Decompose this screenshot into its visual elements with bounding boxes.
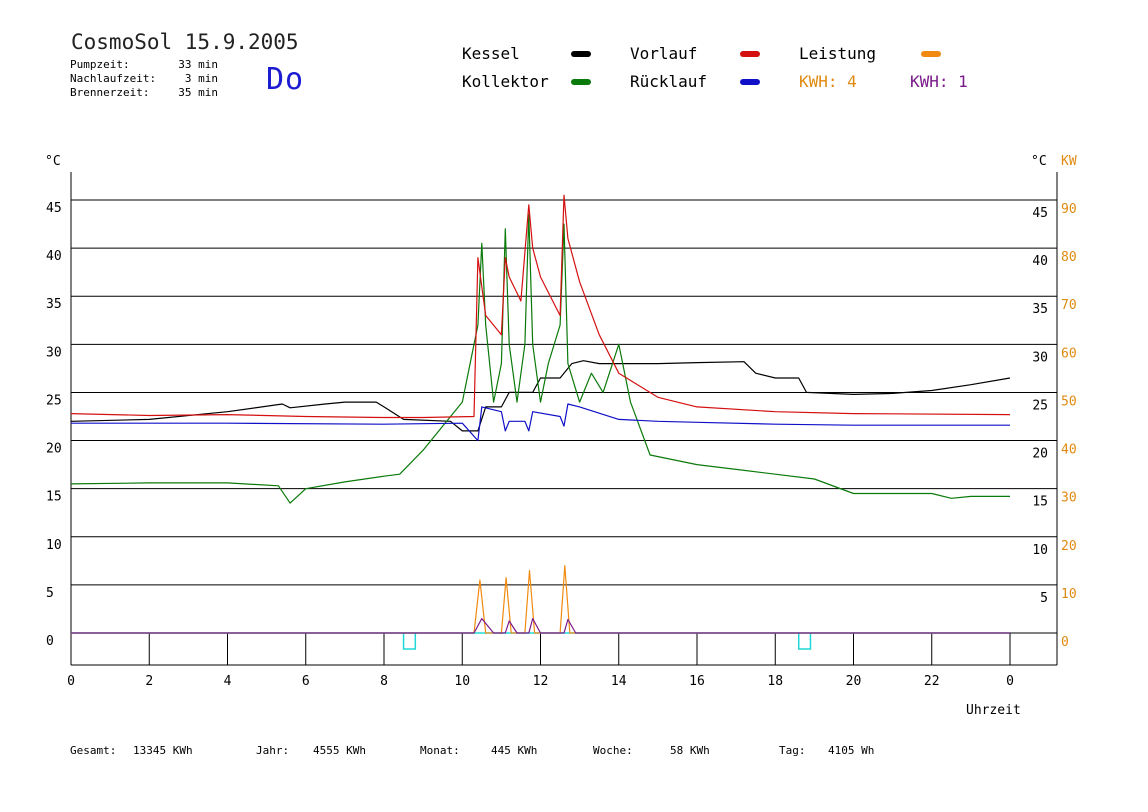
info-nachlaufzeit: Nachlaufzeit: 3 min bbox=[70, 72, 218, 86]
info-label: Brennerzeit: bbox=[70, 86, 150, 99]
left-tick-label: 30 bbox=[46, 345, 62, 360]
legend-leistung-swatch bbox=[921, 51, 941, 57]
x-tick-label: 14 bbox=[611, 674, 627, 689]
footer-tag-value: 4105 Wh bbox=[828, 744, 875, 757]
left-tick-label: 20 bbox=[46, 442, 62, 457]
legend-kessel-label: Kessel bbox=[462, 44, 520, 63]
x-tick-label: 8 bbox=[380, 674, 388, 689]
legend-vorlauf-label: Vorlauf bbox=[630, 44, 698, 63]
x-tick-label: 10 bbox=[454, 674, 470, 689]
info-brennerzeit: Brennerzeit: 35 min bbox=[70, 86, 218, 100]
legend-kollektor-label: Kollektor bbox=[462, 72, 549, 91]
right-tick-label: 15 bbox=[1032, 495, 1048, 510]
info-label: Nachlaufzeit: bbox=[70, 72, 157, 85]
footer-monat-value: 445 KWh bbox=[491, 744, 538, 757]
legend-ruecklauf-swatch bbox=[740, 79, 760, 85]
right-unit-label: °C bbox=[1031, 154, 1047, 169]
info-value: 3 min bbox=[184, 72, 218, 85]
kw-tick-label: 70 bbox=[1061, 298, 1077, 313]
info-pumpzeit: Pumpzeit: 33 min bbox=[70, 58, 218, 72]
legend-ruecklauf-label: Rücklauf bbox=[630, 72, 708, 91]
pump-marker bbox=[402, 633, 417, 650]
x-axis-label: Uhrzeit bbox=[966, 703, 1021, 718]
footer-gesamt-value: 13345 KWh bbox=[133, 744, 193, 757]
x-tick-label: 20 bbox=[846, 674, 862, 689]
x-tick-label: 0 bbox=[1006, 674, 1014, 689]
grid-lines bbox=[70, 172, 1058, 666]
x-tick-label: 4 bbox=[224, 674, 232, 689]
kw-tick-label: 80 bbox=[1061, 250, 1077, 265]
kw-tick-label: 20 bbox=[1061, 539, 1077, 554]
left-tick-label: 0 bbox=[46, 634, 54, 649]
axis-labels: °C °C KW4540353025201510504540353025201510… bbox=[45, 154, 1077, 718]
kw-tick-label: 90 bbox=[1061, 202, 1077, 217]
footer-monat-label: Monat: bbox=[420, 744, 460, 757]
info-value: 35 min bbox=[178, 86, 218, 99]
left-tick-label: 40 bbox=[46, 249, 62, 264]
kw-tick-label: 30 bbox=[1061, 491, 1077, 506]
footer-gesamt-label: Gesamt: bbox=[70, 744, 117, 757]
x-tick-label: 16 bbox=[689, 674, 705, 689]
x-tick-label: 6 bbox=[302, 674, 310, 689]
right-tick-label: 25 bbox=[1032, 398, 1048, 413]
legend-leistung-label: Leistung bbox=[799, 44, 877, 63]
footer-woche-label: Woche: bbox=[593, 744, 633, 757]
right-tick-label: 45 bbox=[1032, 206, 1048, 221]
kw-tick-label: 40 bbox=[1061, 443, 1077, 458]
legend-kollektor-swatch bbox=[571, 79, 591, 85]
left-tick-label: 10 bbox=[46, 538, 62, 553]
series-line-leistung bbox=[71, 564, 1010, 634]
left-tick-label: 45 bbox=[46, 201, 62, 216]
footer-woche-value: 58 KWh bbox=[670, 744, 710, 757]
kw-tick-label: 60 bbox=[1061, 346, 1077, 361]
left-tick-label: 35 bbox=[46, 297, 62, 312]
info-value: 33 min bbox=[178, 58, 218, 71]
footer-jahr-label: Jahr: bbox=[256, 744, 290, 757]
legend-kwh-purple: KWH: 1 bbox=[910, 72, 968, 91]
right-tick-label: 40 bbox=[1032, 254, 1048, 269]
kw-tick-label: 10 bbox=[1061, 587, 1077, 602]
left-tick-label: 25 bbox=[46, 393, 62, 408]
series-line-vorlauf bbox=[70, 194, 1011, 419]
footer-tag-label: Tag: bbox=[779, 744, 806, 757]
right-tick-label: 20 bbox=[1032, 447, 1048, 462]
series-line-kollektor bbox=[70, 213, 1010, 504]
kw-unit-label: KW bbox=[1061, 154, 1077, 169]
legend-kessel-swatch bbox=[571, 51, 591, 57]
kw-tick-label: 50 bbox=[1061, 394, 1077, 409]
left-tick-label: 5 bbox=[46, 586, 54, 601]
right-tick-label: 30 bbox=[1032, 350, 1048, 365]
x-tick-label: 2 bbox=[145, 674, 153, 689]
pump-marker bbox=[797, 633, 812, 650]
right-tick-label: 35 bbox=[1032, 302, 1048, 317]
right-tick-label: 5 bbox=[1040, 591, 1048, 606]
legend-vorlauf-swatch bbox=[740, 51, 760, 57]
kw-tick-label: 0 bbox=[1061, 635, 1069, 650]
footer-jahr-value: 4555 KWh bbox=[313, 744, 366, 757]
series-line-kessel bbox=[70, 360, 1011, 432]
x-tick-label: 22 bbox=[924, 674, 940, 689]
info-label: Pumpzeit: bbox=[70, 58, 130, 71]
chart-title: CosmoSol 15.9.2005 bbox=[71, 30, 299, 54]
x-tick-label: 18 bbox=[767, 674, 783, 689]
series-line-kwh bbox=[71, 617, 1010, 634]
weekday-label: Do bbox=[266, 62, 305, 97]
legend-kwh-orange: KWH: 4 bbox=[799, 72, 857, 91]
left-unit-label: °C bbox=[45, 154, 61, 169]
x-tick-label: 0 bbox=[67, 674, 75, 689]
right-tick-label: 10 bbox=[1032, 543, 1048, 558]
x-tick-label: 12 bbox=[533, 674, 549, 689]
left-tick-label: 15 bbox=[46, 490, 62, 505]
series-lines bbox=[70, 194, 1011, 650]
series-line-rcklauf bbox=[71, 403, 1010, 442]
